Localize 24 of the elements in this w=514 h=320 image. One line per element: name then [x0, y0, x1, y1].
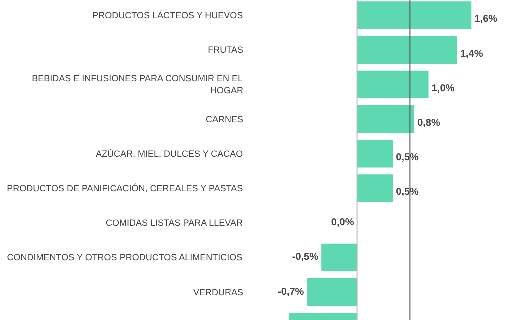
bar	[322, 244, 358, 272]
y-tick-label: VERDURAS	[193, 287, 244, 298]
y-tick-label: AZÚCAR, MIEL, DULCES Y CACAO	[96, 148, 244, 159]
data-label: -0,7%	[278, 286, 304, 298]
bar	[357, 2, 472, 30]
bar	[357, 36, 458, 64]
data-label: -0,5%	[292, 252, 319, 264]
bar	[307, 278, 358, 306]
y-tick-label: BEBIDAS E INFUSIONES PARA CONSUMIR EN EL HOGAR	[32, 74, 244, 96]
y-tick-label: PRODUCTOS DE PANIFICACIÓN, CEREALES Y PASTAS	[7, 184, 244, 194]
bar	[357, 105, 414, 134]
data-label: 1,6%	[474, 14, 498, 26]
y-tick-label: FRUTAS	[208, 45, 244, 56]
y-tick-label: CARNES	[206, 114, 244, 124]
data-label: 0,0%	[331, 218, 354, 229]
data-label: 1,0%	[432, 83, 455, 94]
y-tick-label: COMIDAS LISTAS PARA LLEVAR	[106, 218, 244, 228]
bar	[357, 140, 394, 168]
bar	[357, 70, 429, 99]
data-label: 0,8%	[418, 118, 440, 129]
y-tick-label: CONDIMENTOS Y OTROS PRODUCTOS ALIMENTICIOS	[7, 252, 243, 263]
data-label: 1,4%	[460, 48, 484, 60]
y-tick-label: PRODUCTOS LÁCTEOS Y HUEVOS	[92, 10, 244, 20]
bar	[357, 174, 394, 202]
